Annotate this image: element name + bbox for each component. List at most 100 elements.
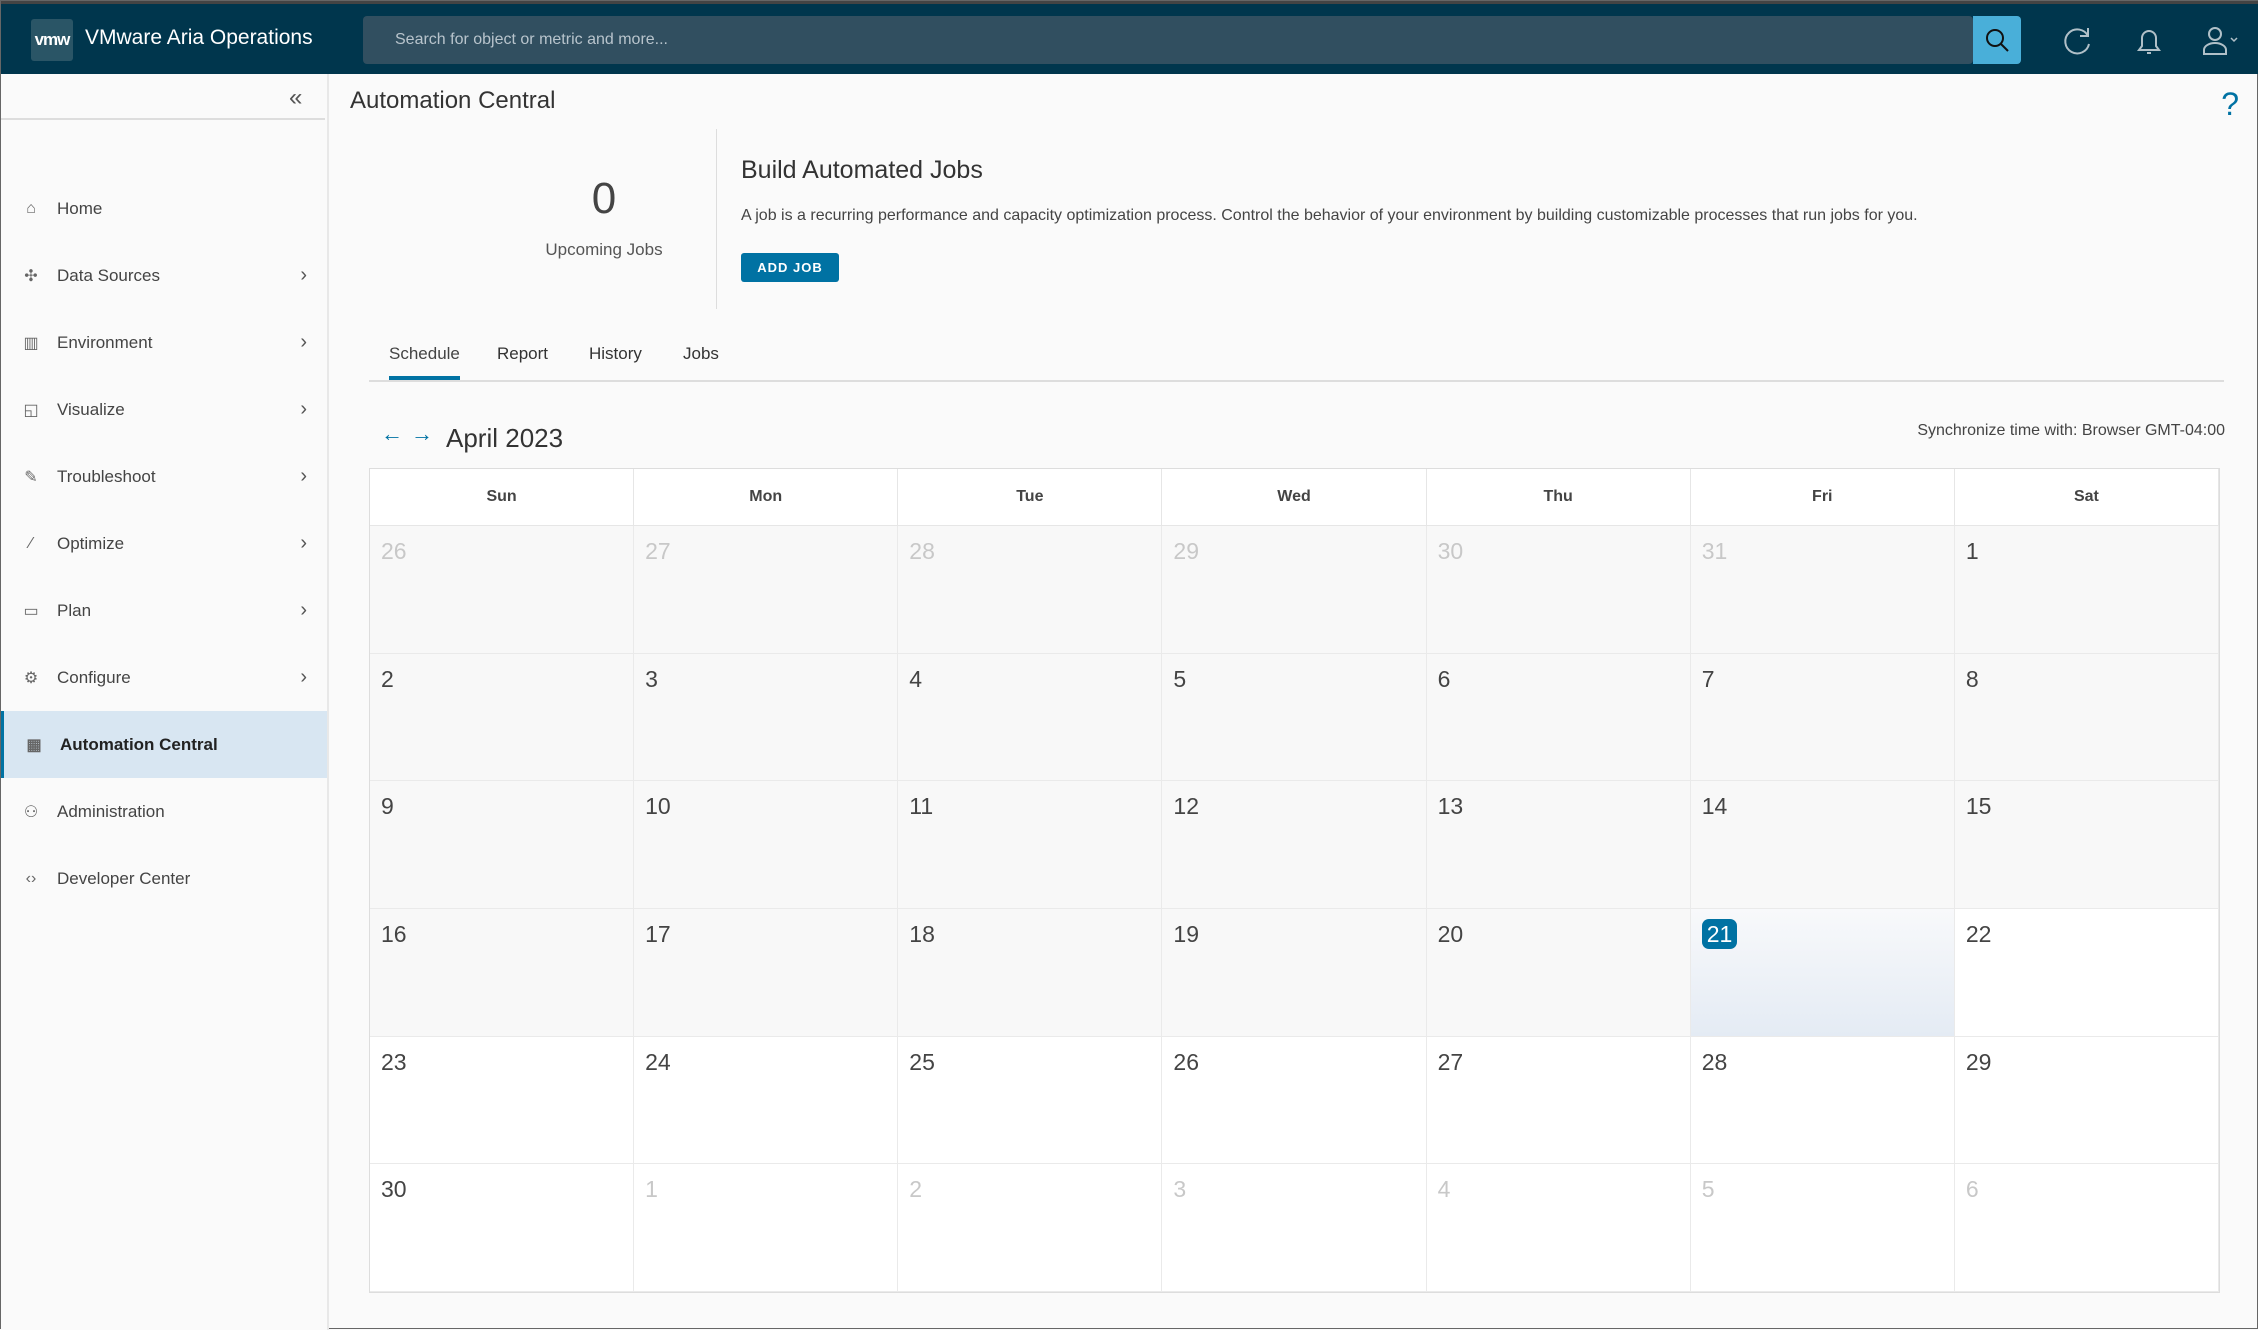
calendar-day-cell[interactable]: 27 bbox=[634, 526, 899, 654]
sidebar-item-label: Home bbox=[57, 198, 103, 218]
wand-icon: ⁄ bbox=[29, 534, 33, 552]
day-number: 16 bbox=[381, 920, 407, 947]
calendar-day-cell[interactable]: 14 bbox=[1690, 781, 1955, 909]
calendar-day-cell[interactable]: 18 bbox=[898, 908, 1163, 1037]
calendar-day-cell[interactable]: 1 bbox=[634, 1164, 899, 1292]
calendar-day-cell[interactable]: 4 bbox=[898, 653, 1163, 782]
collapse-sidebar-icon[interactable]: « bbox=[289, 84, 303, 111]
calendar-day-cell[interactable]: 29 bbox=[1162, 526, 1427, 654]
sidebar-item-plan[interactable]: ▭ Plan › bbox=[1, 577, 327, 644]
sidebar-item-data-sources[interactable]: ✣ Data Sources › bbox=[1, 242, 327, 309]
day-number: 6 bbox=[1965, 1176, 1979, 1203]
calendar-day-cell[interactable]: 1 bbox=[1954, 526, 2219, 654]
add-job-button[interactable]: ADD JOB bbox=[741, 253, 839, 282]
sidebar-item-label: Visualize bbox=[57, 399, 125, 419]
calendar-day-cell[interactable]: 20 bbox=[1426, 908, 1691, 1037]
calendar-day-cell[interactable]: 19 bbox=[1162, 908, 1427, 1037]
tab-history[interactable]: History bbox=[589, 344, 642, 363]
calendar-day-cell[interactable]: 23 bbox=[370, 1036, 635, 1165]
calendar-day-cell[interactable]: 11 bbox=[898, 781, 1163, 909]
sidebar-item-automation-central[interactable]: ▦ Automation Central bbox=[1, 711, 327, 778]
calendar-day-cell[interactable]: 7 bbox=[1690, 653, 1955, 782]
day-number: 24 bbox=[645, 1048, 671, 1075]
upcoming-jobs-count: 0 bbox=[591, 174, 617, 223]
weekday-header: Sun bbox=[370, 469, 635, 526]
sidebar-item-visualize[interactable]: ◱ Visualize › bbox=[1, 376, 327, 443]
refresh-icon[interactable] bbox=[2061, 24, 2095, 58]
calendar-day-cell[interactable]: 2 bbox=[898, 1164, 1163, 1292]
briefcase-icon: ▭ bbox=[23, 602, 39, 620]
day-number: 23 bbox=[381, 1048, 407, 1075]
search-button[interactable] bbox=[1973, 16, 2021, 64]
calendar-day-cell[interactable]: 8 bbox=[1954, 653, 2219, 782]
calendar-day-cell[interactable]: 17 bbox=[634, 908, 899, 1037]
sidebar-item-developer-center[interactable]: ‹› Developer Center bbox=[1, 845, 327, 912]
sidebar-item-label: Administration bbox=[57, 801, 165, 821]
sidebar-item-home[interactable]: ⌂ Home bbox=[1, 175, 327, 242]
next-month-icon[interactable]: → bbox=[411, 421, 433, 446]
sidebar-item-label: Troubleshoot bbox=[57, 466, 156, 486]
calendar-day-cell[interactable]: 10 bbox=[634, 781, 899, 909]
calendar-day-cell[interactable]: 30 bbox=[370, 1164, 635, 1292]
home-icon: ⌂ bbox=[26, 199, 36, 217]
page-title: Automation Central bbox=[350, 87, 556, 114]
calendar-day-cell[interactable]: 13 bbox=[1426, 781, 1691, 909]
calendar-day-cell[interactable]: 28 bbox=[1690, 1036, 1955, 1165]
calendar-day-cell[interactable]: 3 bbox=[634, 653, 899, 782]
calendar-day-cell[interactable]: 26 bbox=[1162, 1036, 1427, 1165]
calendar-day-cell[interactable]: 25 bbox=[898, 1036, 1163, 1165]
day-number: 20 bbox=[1437, 920, 1464, 947]
search-input[interactable] bbox=[363, 16, 1973, 64]
weekday-header: Wed bbox=[1162, 469, 1427, 526]
calendar-day-cell[interactable]: 28 bbox=[898, 526, 1163, 654]
day-number: 5 bbox=[1701, 1176, 1715, 1203]
sidebar-item-label: Configure bbox=[57, 667, 131, 687]
help-icon[interactable]: ? bbox=[2221, 86, 2239, 122]
bell-icon[interactable] bbox=[2132, 24, 2166, 58]
sidebar: « ⌂ Home ✣ Data Sources › ▥ Environment › ◱ Visua… bbox=[1, 74, 329, 1330]
sidebar-item-environment[interactable]: ▥ Environment › bbox=[1, 309, 327, 376]
build-jobs-description: A job is a recurring performance and cap… bbox=[741, 207, 1918, 224]
calendar-day-cell[interactable]: 16 bbox=[370, 908, 635, 1037]
calendar-day-cell[interactable]: 6 bbox=[1954, 1164, 2219, 1292]
calendar-day-cell[interactable]: 29 bbox=[1954, 1036, 2219, 1165]
calendar-day-cell[interactable]: 12 bbox=[1162, 781, 1427, 909]
sidebar-item-administration[interactable]: ⚇ Administration bbox=[1, 778, 327, 845]
calendar-day-cell[interactable]: 27 bbox=[1426, 1036, 1691, 1165]
vmw-logo[interactable]: vmw bbox=[31, 19, 73, 61]
tab-jobs[interactable]: Jobs bbox=[683, 344, 719, 363]
upcoming-jobs-label: Upcoming Jobs bbox=[545, 240, 663, 259]
sidebar-item-troubleshoot[interactable]: ✎ Troubleshoot › bbox=[1, 443, 327, 510]
day-number: 18 bbox=[909, 920, 935, 947]
calendar-day-cell[interactable]: 5 bbox=[1690, 1164, 1955, 1292]
calendar-day-cell[interactable]: 24 bbox=[634, 1036, 899, 1165]
day-number: 3 bbox=[645, 665, 658, 692]
chevron-right-icon: › bbox=[300, 264, 307, 286]
tab-schedule[interactable]: Schedule bbox=[389, 344, 460, 380]
weekday-header: Fri bbox=[1690, 469, 1955, 526]
calendar-day-cell[interactable]: 26 bbox=[370, 526, 635, 654]
calendar-day-cell[interactable]: 22 bbox=[1954, 908, 2219, 1037]
calendar-day-cell[interactable]: 15 bbox=[1954, 781, 2219, 909]
weekday-header: Mon bbox=[634, 469, 899, 526]
calendar-day-cell[interactable]: 4 bbox=[1426, 1164, 1691, 1292]
calendar-day-cell[interactable]: 2 bbox=[370, 653, 635, 782]
sidebar-item-optimize[interactable]: ⁄ Optimize › bbox=[1, 510, 327, 577]
tab-report[interactable]: Report bbox=[497, 344, 549, 363]
day-number: 29 bbox=[1965, 1048, 1992, 1075]
calendar-day-cell[interactable]: 3 bbox=[1162, 1164, 1427, 1292]
calendar-day-cell[interactable]: 21 bbox=[1690, 908, 1955, 1037]
calendar-day-cell[interactable]: 5 bbox=[1162, 653, 1427, 782]
calendar-day-cell[interactable]: 9 bbox=[370, 781, 635, 909]
calendar-icon: ▦ bbox=[26, 736, 42, 754]
search-bar bbox=[363, 16, 1973, 64]
calendar-day-cell[interactable]: 6 bbox=[1426, 653, 1691, 782]
calendar-day-cell[interactable]: 30 bbox=[1426, 526, 1691, 654]
day-number: 12 bbox=[1173, 793, 1200, 820]
previous-month-icon[interactable]: ← bbox=[381, 421, 403, 446]
user-icon[interactable] bbox=[2201, 24, 2245, 58]
day-number: 13 bbox=[1437, 793, 1464, 820]
calendar-day-cell[interactable]: 31 bbox=[1690, 526, 1955, 654]
sidebar-item-configure[interactable]: ⚙ Configure › bbox=[1, 644, 327, 711]
main-content: Automation Central ? 0 Upcoming Jobs Bui… bbox=[331, 74, 2258, 1330]
